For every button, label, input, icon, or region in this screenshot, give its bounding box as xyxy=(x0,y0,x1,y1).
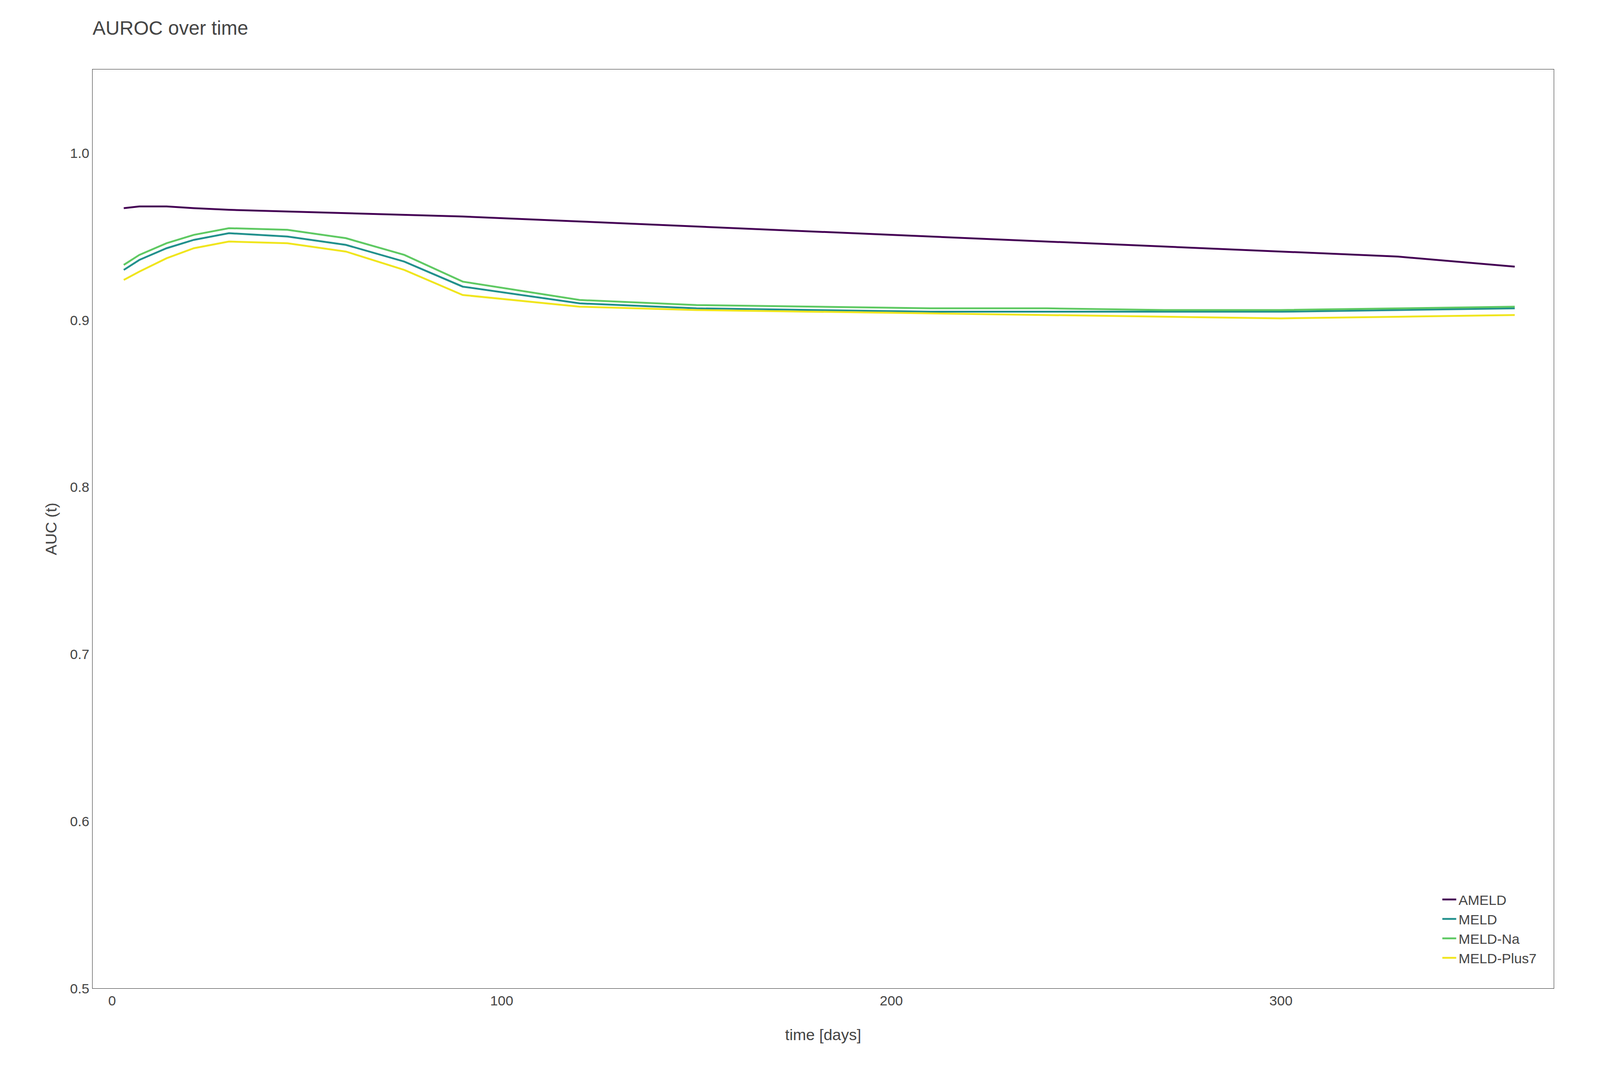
svg-text:0.8: 0.8 xyxy=(69,479,90,495)
svg-text:MELD-Na: MELD-Na xyxy=(1458,931,1520,947)
svg-text:time [days]: time [days] xyxy=(785,1025,862,1044)
svg-text:AMELD: AMELD xyxy=(1458,892,1507,908)
svg-text:0: 0 xyxy=(108,992,117,1008)
svg-text:100: 100 xyxy=(490,992,514,1008)
svg-text:300: 300 xyxy=(1269,992,1293,1008)
svg-text:MELD: MELD xyxy=(1458,911,1497,927)
svg-text:200: 200 xyxy=(879,992,903,1008)
svg-text:0.7: 0.7 xyxy=(69,646,90,662)
svg-text:0.9: 0.9 xyxy=(69,312,90,328)
svg-text:AUC (t): AUC (t) xyxy=(42,502,60,555)
svg-text:AUROC over time: AUROC over time xyxy=(92,17,249,39)
svg-text:1.0: 1.0 xyxy=(69,145,90,161)
svg-text:0.5: 0.5 xyxy=(69,980,90,996)
svg-text:MELD-Plus7: MELD-Plus7 xyxy=(1458,950,1537,966)
svg-text:0.6: 0.6 xyxy=(69,813,90,829)
